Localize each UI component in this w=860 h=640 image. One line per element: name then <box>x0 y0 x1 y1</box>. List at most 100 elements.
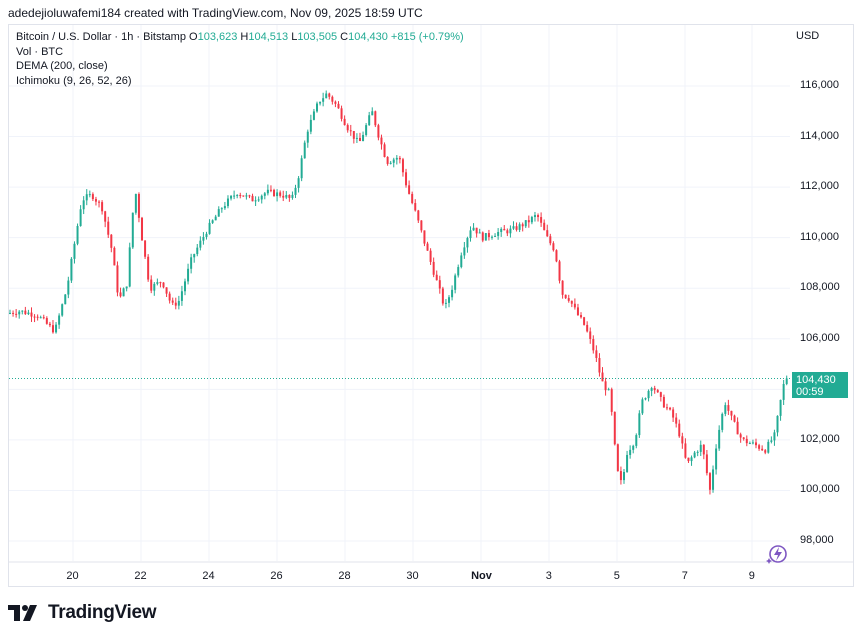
candle-body <box>463 247 466 256</box>
legend-dema[interactable]: DEMA (200, close) <box>16 60 108 72</box>
candle-body <box>669 407 672 410</box>
candle-body <box>699 444 702 452</box>
candle <box>395 155 398 165</box>
candle <box>540 212 543 227</box>
candlesticks <box>9 90 788 495</box>
candle-body <box>125 286 128 289</box>
candle-body <box>257 199 260 201</box>
candle <box>208 219 211 235</box>
candle-body <box>779 399 782 416</box>
candle-body <box>583 317 586 325</box>
candle <box>619 466 622 485</box>
candle-body <box>183 281 186 292</box>
candle <box>598 353 601 377</box>
candle-body <box>616 444 619 472</box>
candle <box>220 207 223 213</box>
candle <box>242 195 245 197</box>
candle <box>530 215 533 225</box>
candle-body <box>171 300 174 303</box>
candle-body <box>236 195 239 197</box>
chart-frame[interactable] <box>8 24 854 587</box>
candle-body <box>537 215 540 218</box>
candle <box>190 253 193 274</box>
candle <box>567 294 570 303</box>
candle <box>266 184 269 196</box>
candle-body <box>718 429 721 449</box>
legend-volume[interactable]: Vol · BTC <box>16 45 64 58</box>
candle <box>113 246 116 266</box>
candle-body <box>159 282 162 284</box>
candle <box>58 313 61 329</box>
candle <box>309 114 312 135</box>
candle <box>524 220 527 229</box>
candle <box>623 468 625 484</box>
candle <box>42 314 45 320</box>
candle <box>451 285 454 301</box>
time-tick-label: 5 <box>613 570 620 582</box>
tradingview-logo[interactable]: TradingView <box>8 602 157 624</box>
candle <box>755 438 758 449</box>
candle-body <box>24 310 27 315</box>
candle <box>662 394 665 408</box>
time-tick-label: 22 <box>134 570 147 582</box>
legend-open-value: 103,623 <box>197 31 238 43</box>
candle-body <box>540 217 543 223</box>
candle <box>9 309 11 315</box>
candle-body <box>641 399 644 414</box>
legend-ichimoku[interactable]: Ichimoku (9, 26, 52, 26) <box>16 74 132 87</box>
candle-body <box>150 279 153 291</box>
candle-body <box>12 312 15 314</box>
candle-body <box>755 442 758 446</box>
candle-body <box>260 195 263 200</box>
candle-body <box>141 217 144 241</box>
candle-body <box>331 96 334 102</box>
candle-body <box>558 261 561 281</box>
candle-body <box>285 194 288 198</box>
candle <box>245 192 248 200</box>
candle-body <box>346 125 349 131</box>
candle-body <box>276 192 279 197</box>
candle <box>18 310 21 319</box>
candle <box>183 278 186 296</box>
candle <box>230 194 233 201</box>
candle-body <box>401 159 404 173</box>
candle <box>248 194 251 199</box>
candle-body <box>533 215 536 218</box>
candle-body <box>561 280 564 295</box>
candle <box>73 241 76 264</box>
candle <box>448 295 451 308</box>
candle-body <box>309 119 312 132</box>
candle-body <box>177 300 180 306</box>
candle-body <box>629 449 632 455</box>
candle <box>328 92 331 100</box>
candle <box>518 222 521 233</box>
candle <box>779 399 782 421</box>
candle <box>254 196 257 206</box>
candle-body <box>9 312 11 314</box>
candle-body <box>742 437 745 439</box>
candle <box>147 254 150 282</box>
candle-body <box>626 454 629 472</box>
candle-body <box>377 125 380 138</box>
time-tick-label: 7 <box>681 570 688 582</box>
lightning-icon[interactable] <box>766 543 788 565</box>
candle-body <box>42 317 45 319</box>
candle <box>55 322 58 334</box>
candle <box>552 241 555 252</box>
candle <box>233 190 236 200</box>
candle-body <box>282 195 285 198</box>
candle <box>613 411 616 446</box>
candle-body <box>690 457 693 462</box>
currency-label[interactable]: USD <box>796 30 820 42</box>
candle-body <box>119 292 122 297</box>
candle-body <box>294 187 297 195</box>
candle-body <box>15 313 18 315</box>
candle <box>776 415 779 437</box>
price-tick-label: 110,000 <box>800 230 839 243</box>
candle-body <box>239 195 242 197</box>
candle-body <box>45 318 48 324</box>
candle-body <box>580 315 583 318</box>
candle-body <box>739 434 742 438</box>
candle-body <box>435 274 438 281</box>
